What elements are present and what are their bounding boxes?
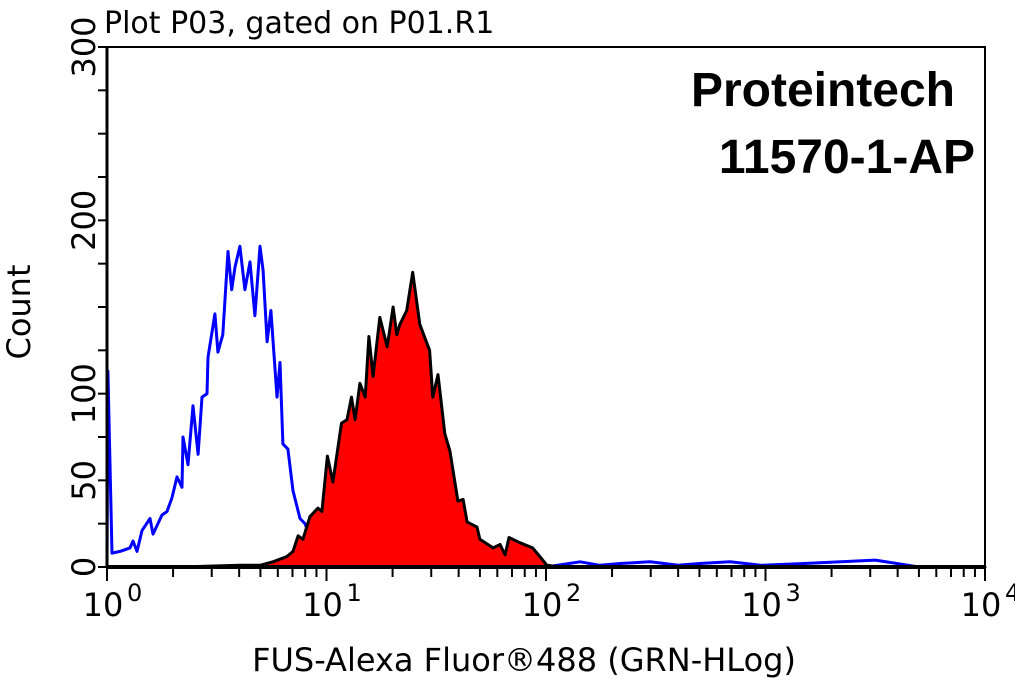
x-tick-label-exponent: 4 xyxy=(1005,579,1015,607)
x-tick-label: 10 xyxy=(741,586,782,624)
plot-area xyxy=(105,244,987,569)
y-axis-label: Count xyxy=(0,264,38,359)
series-1-filled-histogram xyxy=(105,270,987,569)
annotation-catalog-number: 11570-1-AP xyxy=(719,131,975,184)
series-0-outline-histogram xyxy=(105,244,985,569)
x-tick-label: 10 xyxy=(83,586,124,624)
y-tick-label: 300 xyxy=(65,16,103,77)
x-tick-label: 10 xyxy=(961,586,1002,624)
y-tick-label: 100 xyxy=(65,363,103,424)
x-tick-label-exponent: 3 xyxy=(786,579,801,607)
y-tick-label: 0 xyxy=(65,557,103,577)
plot-frame xyxy=(106,46,986,568)
y-tick-label: 200 xyxy=(65,190,103,251)
x-tick-label-exponent: 0 xyxy=(127,579,142,607)
x-tick-label-exponent: 2 xyxy=(566,579,581,607)
x-tick-label: 10 xyxy=(302,586,343,624)
annotation-brand: Proteintech xyxy=(691,64,955,117)
y-tick-label: 50 xyxy=(65,460,103,501)
chart-title: Plot P03, gated on P01.R1 xyxy=(104,6,494,41)
x-axis-label: FUS-Alexa Fluor®488 (GRN-HLog) xyxy=(252,641,796,679)
x-tick-label: 10 xyxy=(522,586,563,624)
x-tick-label-exponent: 1 xyxy=(347,579,362,607)
